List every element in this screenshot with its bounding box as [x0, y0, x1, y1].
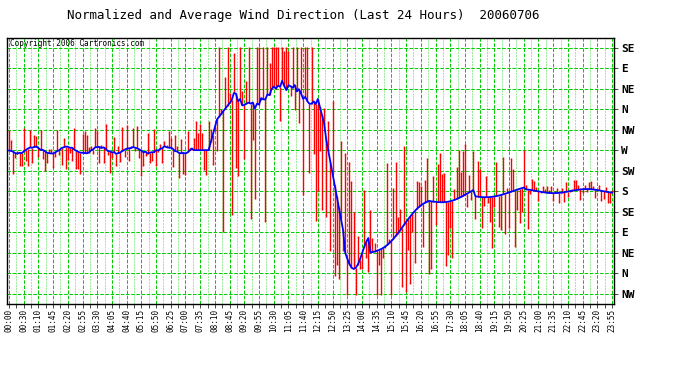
- Text: Copyright 2006 Cartronics.com: Copyright 2006 Cartronics.com: [10, 39, 144, 48]
- Text: Normalized and Average Wind Direction (Last 24 Hours)  20060706: Normalized and Average Wind Direction (L…: [68, 9, 540, 22]
